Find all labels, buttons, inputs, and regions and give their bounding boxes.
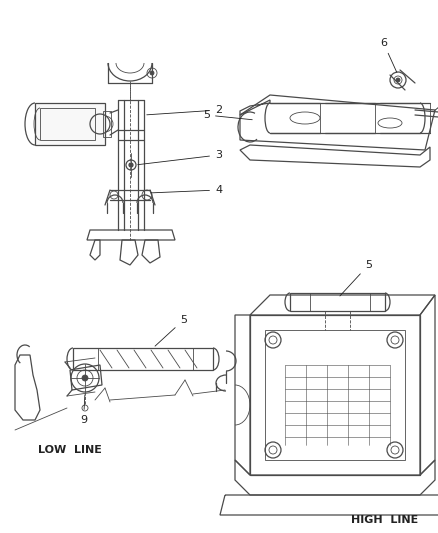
Text: 9: 9 <box>80 395 87 425</box>
Ellipse shape <box>150 71 154 75</box>
Text: 5: 5 <box>202 110 252 120</box>
Text: 7: 7 <box>434 85 438 110</box>
Bar <box>35 103 105 145</box>
Text: 5: 5 <box>155 315 187 346</box>
Ellipse shape <box>82 375 88 381</box>
Bar <box>103 111 111 137</box>
Text: 3: 3 <box>138 150 222 165</box>
Text: LOW  LINE: LOW LINE <box>38 445 102 455</box>
Text: 2: 2 <box>146 105 222 115</box>
Text: 4: 4 <box>150 185 222 195</box>
Bar <box>73 348 212 370</box>
Ellipse shape <box>129 163 133 167</box>
Bar <box>290 293 384 311</box>
Bar <box>40 108 95 140</box>
Ellipse shape <box>395 78 399 82</box>
Text: HIGH  LINE: HIGH LINE <box>350 515 418 525</box>
Text: 5: 5 <box>339 260 371 296</box>
Text: 6: 6 <box>379 38 396 72</box>
